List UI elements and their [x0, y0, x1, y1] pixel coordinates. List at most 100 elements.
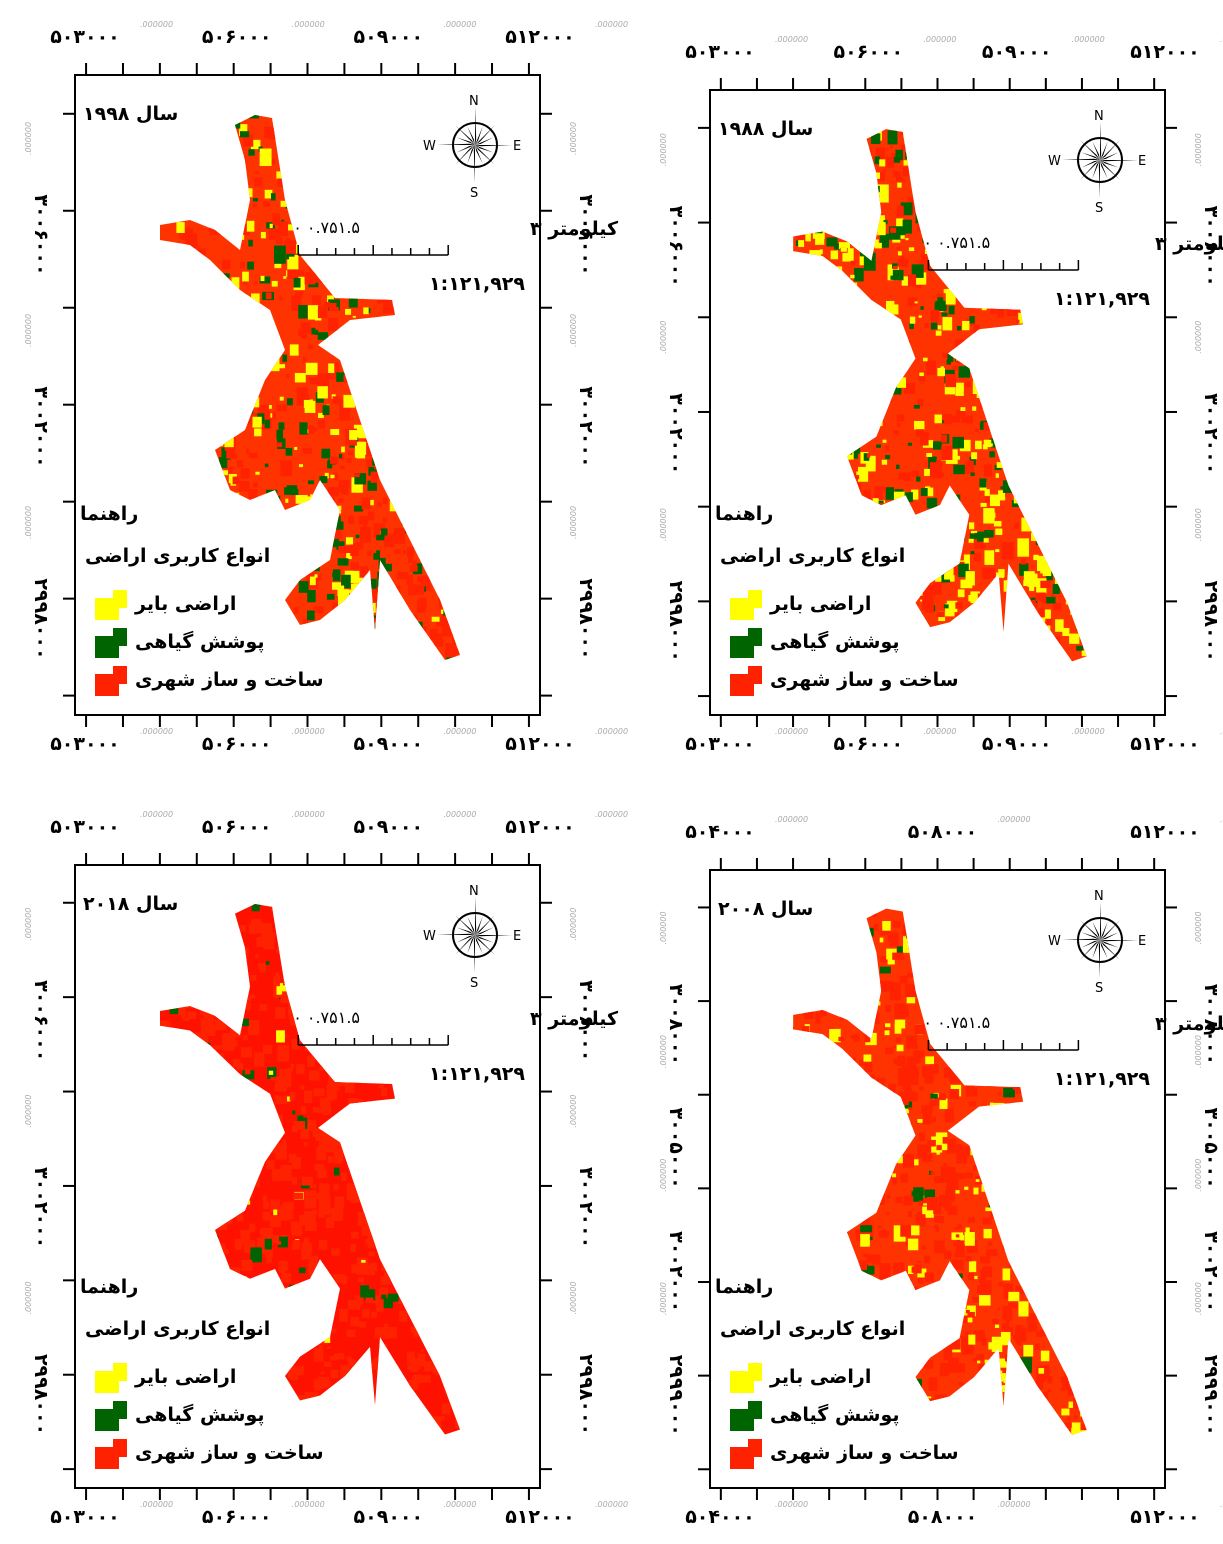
land-patch: [929, 1064, 939, 1074]
land-patch: [937, 368, 945, 376]
land-patch: [931, 323, 937, 330]
land-patch: [962, 321, 969, 330]
land-patch: [328, 1156, 333, 1163]
x-tick-label: ۵۰۶۰۰۰: [202, 816, 272, 838]
land-patch: [399, 1311, 407, 1322]
land-patch: [1041, 1351, 1049, 1362]
land-patch: [412, 1358, 420, 1367]
scale-numbers: ۰ ۰.۷۵۱.۵: [293, 1008, 360, 1027]
land-patch: [893, 430, 898, 435]
land-patch: [985, 489, 990, 496]
land-patch: [410, 566, 418, 572]
land-patch: [296, 1064, 304, 1074]
land-patch: [248, 489, 257, 499]
faint-label: .000000: [292, 20, 325, 29]
land-patch: [1074, 1415, 1078, 1418]
faint-label: .000000: [595, 810, 628, 819]
land-patch: [921, 1245, 925, 1249]
faint-label: .000000: [24, 314, 33, 347]
land-patch: [291, 1222, 301, 1235]
land-patch: [294, 278, 301, 288]
land-patch: [965, 382, 971, 387]
land-patch: [286, 448, 293, 456]
y-tick-label: ۲۹۹۸۰۰۰: [665, 581, 687, 662]
land-patch: [998, 1093, 1002, 1096]
land-patch: [1033, 555, 1038, 560]
y-tick-label: ۲۹۹۸۰۰۰: [30, 578, 52, 659]
land-patch: [215, 1045, 222, 1049]
map-title: سال ۱۹۸۸: [718, 118, 813, 140]
land-patch: [370, 500, 374, 505]
land-patch: [275, 973, 279, 977]
x-tick-label: ۵۰۹۰۰۰: [354, 733, 424, 755]
land-patch: [928, 488, 934, 497]
land-patch: [924, 323, 928, 328]
faint-label: .000000: [569, 1095, 578, 1128]
land-patch: [908, 1239, 918, 1251]
land-patch: [368, 512, 374, 521]
land-patch: [941, 313, 947, 317]
land-patch: [969, 1101, 977, 1106]
x-tick-label: ۵۰۶۰۰۰: [834, 41, 904, 63]
x-tick-label: ۵۱۲۰۰۰: [505, 26, 575, 48]
land-patch: [886, 446, 889, 451]
land-patch: [250, 927, 255, 934]
land-patch: [327, 1083, 337, 1098]
land-patch: [263, 1201, 269, 1209]
land-patch: [303, 357, 306, 362]
land-patch: [310, 577, 316, 586]
land-patch: [995, 529, 1002, 535]
compass-w: W: [1048, 154, 1061, 169]
land-patch: [311, 427, 318, 431]
land-patch: [334, 1168, 340, 1176]
land-patch: [994, 521, 1002, 527]
land-patch: [381, 1088, 387, 1096]
land-patch: [941, 435, 947, 443]
land-patch: [990, 443, 993, 446]
compass-e: E: [513, 139, 521, 154]
land-patch: [318, 420, 325, 428]
land-patch: [263, 1212, 271, 1221]
land-patch: [265, 420, 270, 428]
land-patch: [1076, 646, 1083, 651]
land-patch: [367, 551, 371, 556]
scale-unit: کیلومتر ۳: [1155, 233, 1223, 255]
map-panel: ۵۰۳۰۰۰.000000۵۰۳۰۰۰.000000۵۰۶۰۰۰.000000۵…: [659, 35, 1223, 755]
land-patch: [293, 1121, 305, 1129]
land-patch: [312, 295, 321, 305]
land-patch: [854, 268, 864, 281]
land-patch: [303, 395, 309, 401]
land-patch: [946, 1139, 956, 1154]
land-patch: [368, 1252, 374, 1256]
land-patch: [350, 1244, 356, 1252]
land-patch: [295, 292, 303, 298]
land-patch: [311, 328, 315, 334]
land-patch: [965, 461, 974, 474]
land-patch: [240, 262, 245, 269]
land-patch: [281, 1273, 291, 1283]
legend-title: راهنما: [80, 503, 138, 525]
y-tick-label: ۳۰۰۲۰۰۰: [665, 393, 687, 474]
faint-label: .000000: [775, 35, 808, 44]
faint-label: .000000: [1194, 508, 1203, 541]
land-patch: [990, 495, 1000, 507]
land-patch: [304, 1091, 312, 1104]
land-patch: [921, 1106, 933, 1114]
land-patch: [1035, 593, 1046, 601]
land-patch: [983, 508, 994, 523]
faint-label: .000000: [659, 508, 668, 541]
faint-label: .000000: [923, 727, 956, 736]
land-patch: [805, 234, 811, 242]
land-patch: [345, 309, 351, 315]
land-patch: [851, 261, 856, 265]
land-patch: [894, 157, 900, 163]
land-patch: [916, 1214, 926, 1227]
land-patch: [263, 928, 272, 939]
x-tick-label: ۵۰۶۰۰۰: [834, 733, 904, 755]
land-patch: [276, 442, 282, 447]
compass-s: S: [470, 186, 478, 201]
land-patch: [201, 1018, 213, 1036]
x-tick-label: ۵۰۹۰۰۰: [982, 41, 1052, 63]
land-patch: [284, 240, 296, 253]
land-patch: [420, 1375, 430, 1383]
